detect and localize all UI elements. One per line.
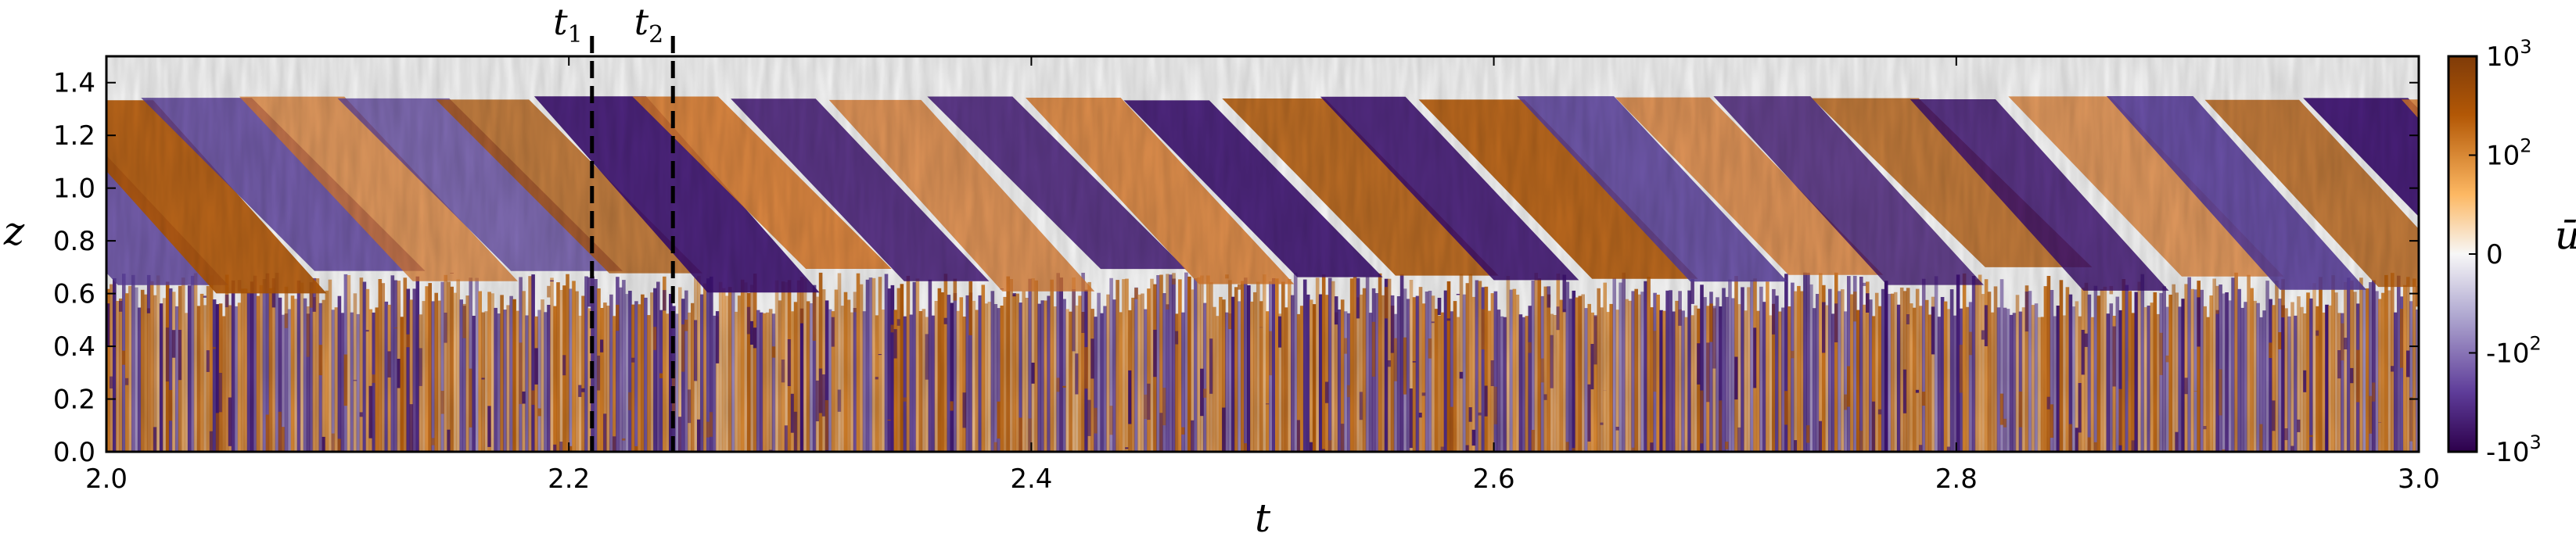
heatmap-streak <box>1321 449 1326 452</box>
colorbar-tick-label: -102 <box>2486 333 2542 370</box>
colorbar-label: ū <box>2555 213 2576 258</box>
plot-frame <box>105 55 2420 453</box>
x-tick-label: 2.0 <box>85 463 128 495</box>
heatmap-streak <box>1440 446 1445 452</box>
time-marker-label: t1 <box>553 1 583 48</box>
x-tick-label: 2.2 <box>548 463 590 495</box>
y-tick-label: 1.4 <box>53 68 95 99</box>
y-axis: 0.0 0.2 0.4 0.6 0.8 1.0 1.2 1.4 <box>53 68 2419 468</box>
y-tick-label: 0.6 <box>53 279 95 310</box>
heatmap-streak <box>2187 451 2191 452</box>
colorbar-tick-label: 0 <box>2486 239 2503 270</box>
x-tick-label: 2.8 <box>1935 463 1978 495</box>
y-tick-label: 0.0 <box>53 437 95 468</box>
colorbar-tick-label: 103 <box>2486 36 2532 73</box>
colorbar-tick-label: -103 <box>2486 431 2542 468</box>
time-marker-label: t2 <box>634 1 664 48</box>
heatmap-field <box>106 56 2419 452</box>
y-tick-label: 1.0 <box>53 174 95 205</box>
x-tick-label: 2.6 <box>1473 463 1515 495</box>
y-axis-label: z <box>3 209 25 254</box>
x-axis: 2.0 2.2 2.4 2.6 2.8 3.0 <box>85 56 2440 495</box>
x-tick-label: 3.0 <box>2398 463 2440 495</box>
heatmap-streak <box>2222 449 2226 452</box>
colorbar-tick-label: 102 <box>2486 135 2532 172</box>
y-tick-label: 0.4 <box>53 331 95 363</box>
colorbar-ticks: 103 102 0 -102 -103 <box>2469 36 2542 468</box>
x-tick-label: 2.4 <box>1010 463 1052 495</box>
y-tick-label: 0.8 <box>53 226 95 257</box>
colorbar: 103 102 0 -102 -103 ū <box>2447 36 2576 468</box>
y-tick-label: 1.2 <box>53 120 95 152</box>
x-axis-label: t <box>1255 496 1271 541</box>
heatmap-streak <box>768 449 773 452</box>
y-tick-label: 0.2 <box>53 385 95 416</box>
